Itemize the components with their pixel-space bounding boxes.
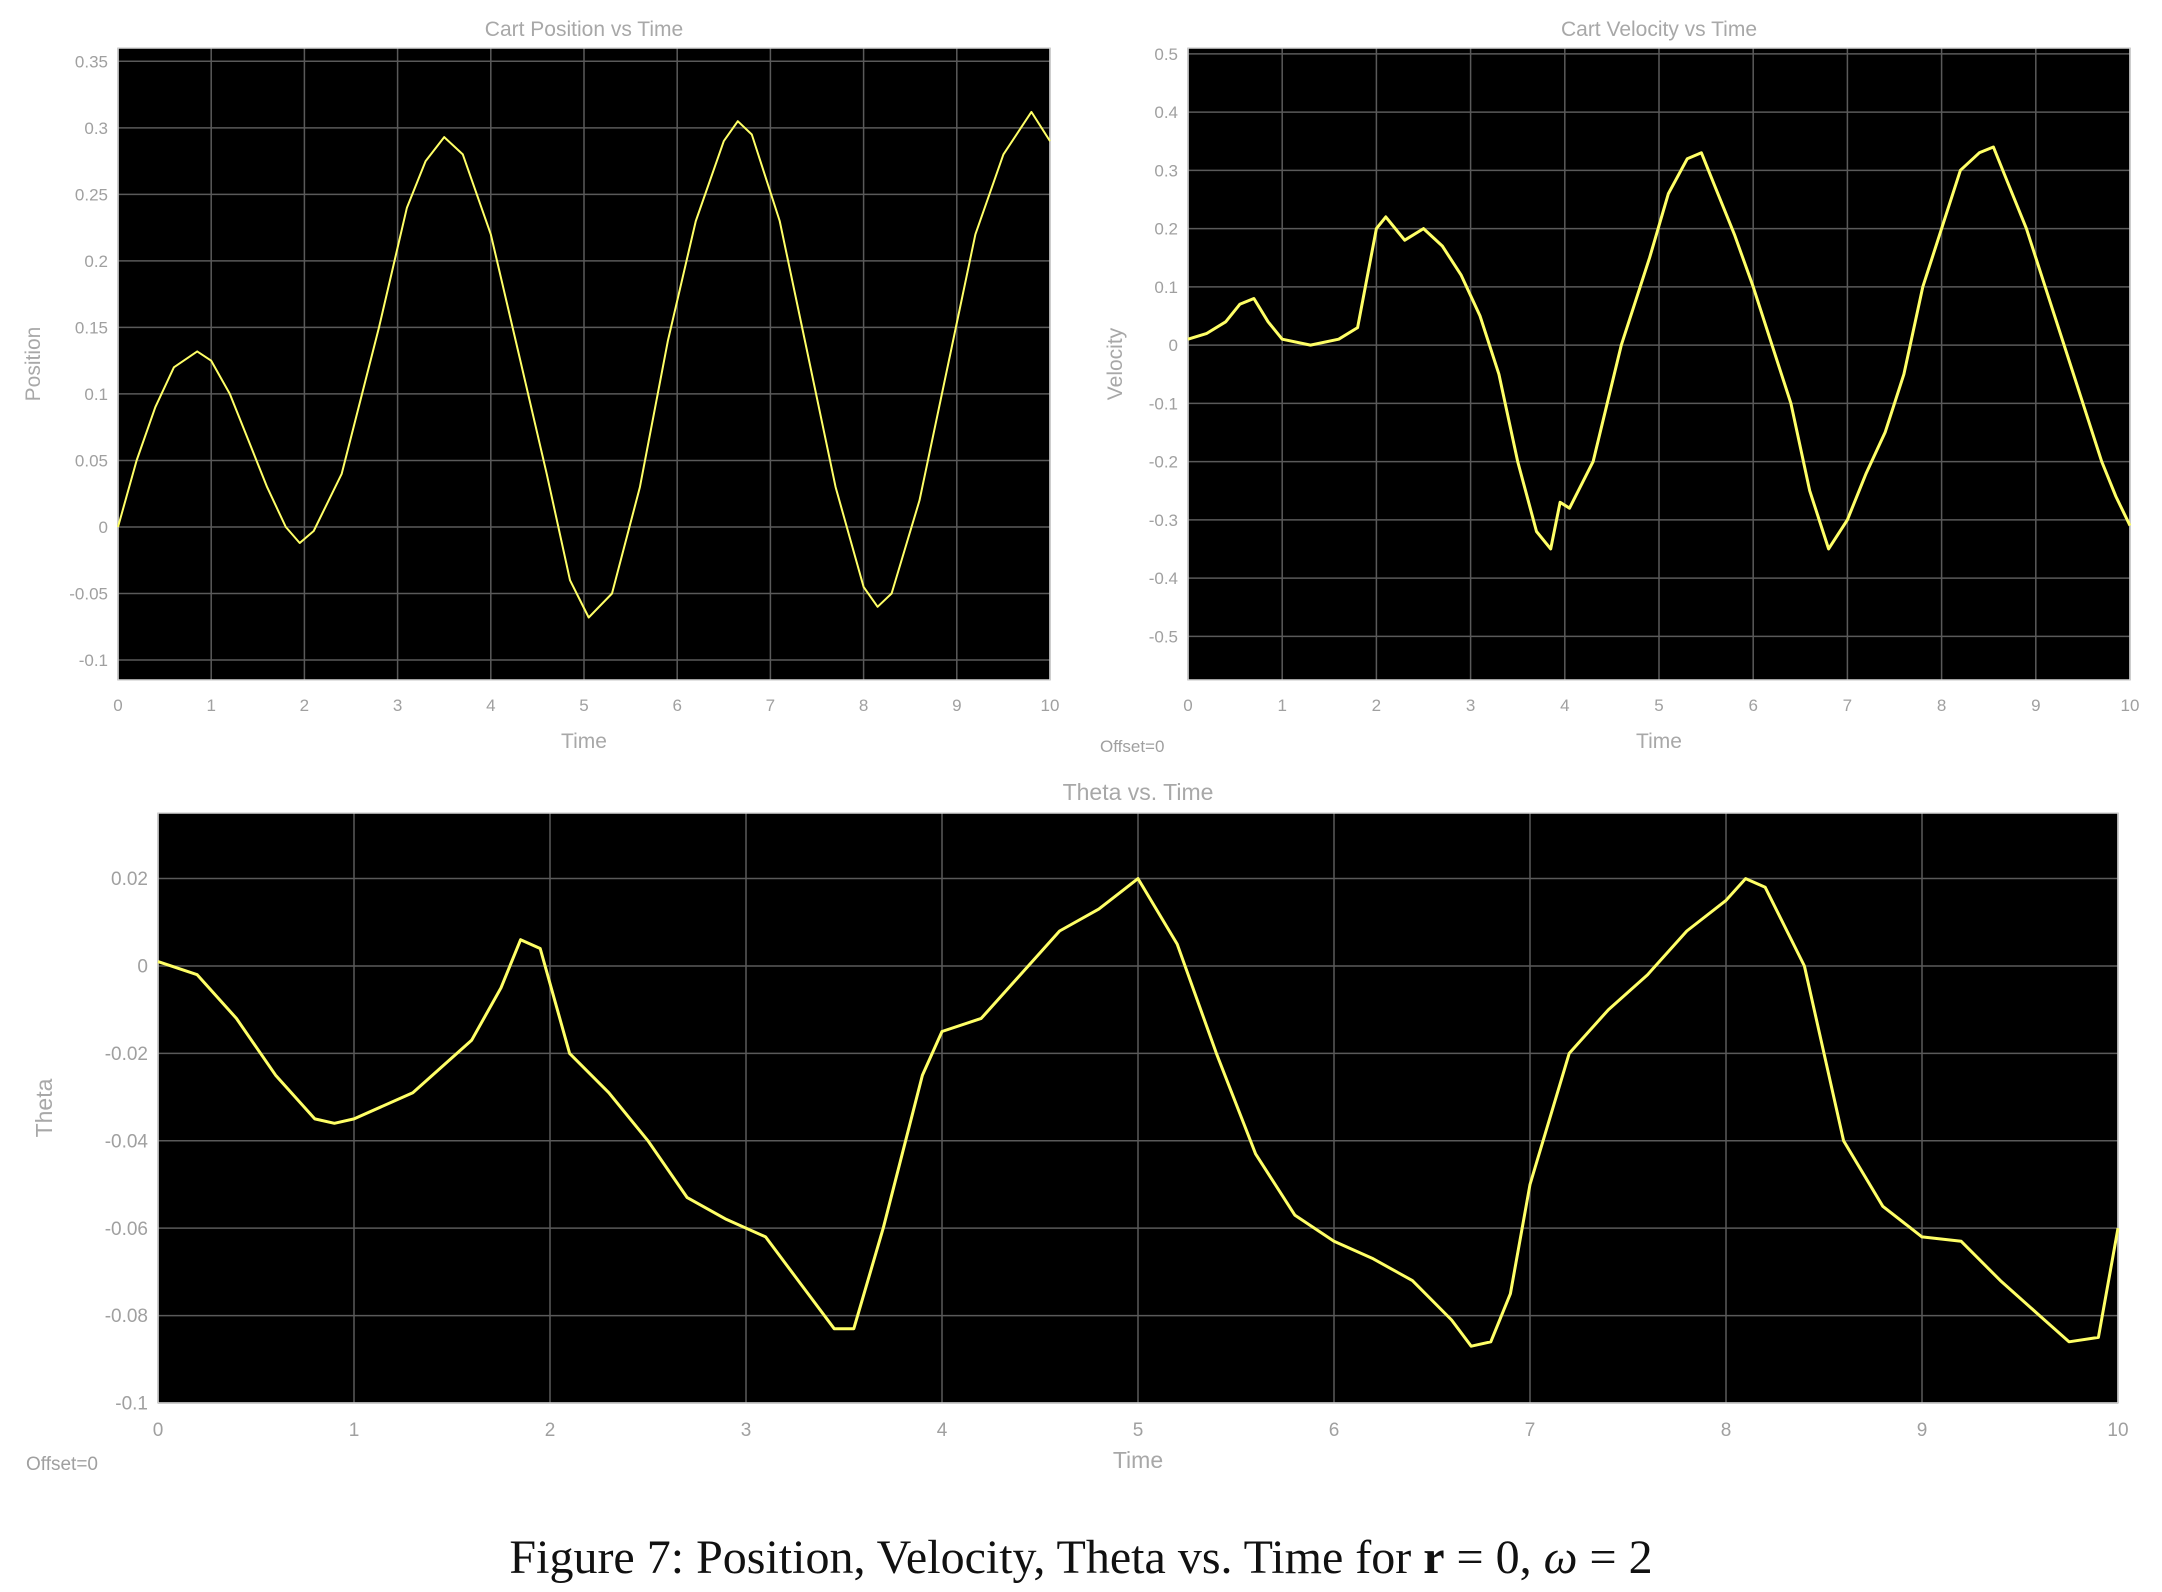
y-tick-label: 0 <box>99 518 108 537</box>
x-tick-label: 10 <box>1041 696 1060 715</box>
x-tick-label: 9 <box>2031 696 2040 715</box>
y-tick-label: -0.08 <box>105 1306 148 1327</box>
figure: 0 1 2 3 4 5 6 7 8 9 10-0.1-0.0500.050.10.150.20.25… <box>22 18 2139 1475</box>
y-axis-label: Velocity <box>1104 327 1127 400</box>
x-tick-label: 6 <box>1748 696 1757 715</box>
x-tick-label: 8 <box>1721 1420 1732 1441</box>
x-tick-label: 2 <box>300 696 309 715</box>
x-axis-label: Time <box>1113 1447 1163 1473</box>
x-tick-label: 5 <box>1133 1420 1144 1441</box>
x-tick-label: 3 <box>393 696 402 715</box>
x-tick-label: 2 <box>545 1420 556 1441</box>
y-axis-label: Theta <box>31 1078 57 1137</box>
x-tick-label: 0 <box>113 696 122 715</box>
x-tick-label: 1 <box>1277 696 1286 715</box>
x-tick-label: 8 <box>1937 696 1946 715</box>
x-tick-label: 0 <box>1183 696 1192 715</box>
chart-title: Theta vs. Time <box>1063 779 1214 805</box>
x-tick-label: 7 <box>1525 1420 1536 1441</box>
x-tick-label: 4 <box>1560 696 1569 715</box>
x-tick-label: 1 <box>206 696 215 715</box>
y-tick-label: -0.3 <box>1149 511 1178 530</box>
offset-note: Offset=0 <box>26 1454 98 1475</box>
caption-omega: ω <box>1543 1531 1578 1584</box>
x-axis-label: Time <box>561 730 607 753</box>
chart-title: Cart Velocity vs Time <box>1561 18 1757 41</box>
y-tick-label: -0.02 <box>105 1044 148 1065</box>
y-tick-label: 0.15 <box>75 318 108 337</box>
x-tick-label: 1 <box>349 1420 360 1441</box>
x-tick-label: 2 <box>1372 696 1381 715</box>
x-tick-label: 10 <box>2107 1420 2128 1441</box>
y-tick-label: 0.2 <box>1154 220 1178 239</box>
y-tick-label: 0.25 <box>75 185 108 204</box>
x-tick-label: 3 <box>741 1420 752 1441</box>
caption-prefix: Figure 7: Position, Velocity, Theta vs. … <box>509 1531 1424 1584</box>
y-tick-label: -0.06 <box>105 1219 148 1240</box>
caption-mid: = 0, <box>1444 1531 1544 1584</box>
x-axis-label: Time <box>1636 730 1682 753</box>
x-tick-label: 4 <box>486 696 495 715</box>
y-tick-label: -0.05 <box>69 584 108 603</box>
caption-bold-var: r <box>1423 1531 1445 1584</box>
x-tick-label: 6 <box>672 696 681 715</box>
x-tick-label: 9 <box>952 696 961 715</box>
y-tick-label: 0.1 <box>1154 278 1178 297</box>
y-tick-label: -0.2 <box>1149 453 1178 472</box>
x-tick-label: 10 <box>2121 696 2140 715</box>
theta-chart: 0 1 2 3 4 5 6 7 8 9 10 -0.1 -0.08 -0.06 -0.04 -0.02 0 0.0… <box>26 779 2129 1475</box>
series-line <box>117 110 1051 619</box>
y-tick-label: -0.1 <box>1149 394 1178 413</box>
offset-note: Offset=0 <box>1100 737 1164 756</box>
x-tick-label: 4 <box>937 1420 948 1441</box>
x-tick-label: 7 <box>766 696 775 715</box>
x-tick-label: 3 <box>1466 696 1475 715</box>
x-tick-label: 0 <box>153 1420 164 1441</box>
y-axis-label: Position <box>22 327 45 402</box>
y-tick-label: 0.5 <box>1154 45 1178 64</box>
plot-frame <box>157 812 2119 1404</box>
y-tick-label: 0 <box>1169 336 1178 355</box>
plot-frame <box>1187 47 2131 681</box>
y-tick-label: 0.02 <box>111 869 148 890</box>
y-tick-label: 0.3 <box>84 119 108 138</box>
series-line <box>157 877 2120 1348</box>
x-tick-label: 9 <box>1917 1420 1928 1441</box>
y-tick-label: -0.5 <box>1149 627 1178 646</box>
velocity-chart: 0 1 2 3 4 5 6 7 8 9 10 -0.5 -0.4 -0.3 -0.2 -0.1 0 0.1 0.2 0… <box>1100 18 2139 756</box>
x-tick-label: 8 <box>859 696 868 715</box>
y-tick-label: 0 <box>137 957 148 978</box>
y-tick-label: 0.3 <box>1154 161 1178 180</box>
x-tick-label: 6 <box>1329 1420 1340 1441</box>
x-tick-label: 5 <box>1654 696 1663 715</box>
position-chart: 0 1 2 3 4 5 6 7 8 9 10 -0.1 -0.05 0 0.05 0.1 0.15 0.2 0.25… <box>22 18 1059 753</box>
y-tick-label: 0.1 <box>84 385 108 404</box>
chart-title: Cart Position vs Time <box>485 18 683 41</box>
y-tick-label: 0.35 <box>75 52 108 71</box>
plot-frame <box>117 47 1051 681</box>
y-tick-label: 0.05 <box>75 451 108 470</box>
y-tick-label: -0.4 <box>1149 569 1178 588</box>
y-tick-label: -0.04 <box>105 1131 149 1152</box>
figure-caption: Figure 7: Position, Velocity, Theta vs. … <box>0 1530 2162 1585</box>
y-tick-label: 0.2 <box>84 252 108 271</box>
x-tick-label: 7 <box>1843 696 1852 715</box>
y-tick-label: 0.4 <box>1154 103 1178 122</box>
y-tick-label: -0.1 <box>115 1394 148 1415</box>
x-tick-label: 5 <box>579 696 588 715</box>
caption-suffix: = 2 <box>1577 1531 1653 1584</box>
y-tick-label: -0.1 <box>79 651 108 670</box>
